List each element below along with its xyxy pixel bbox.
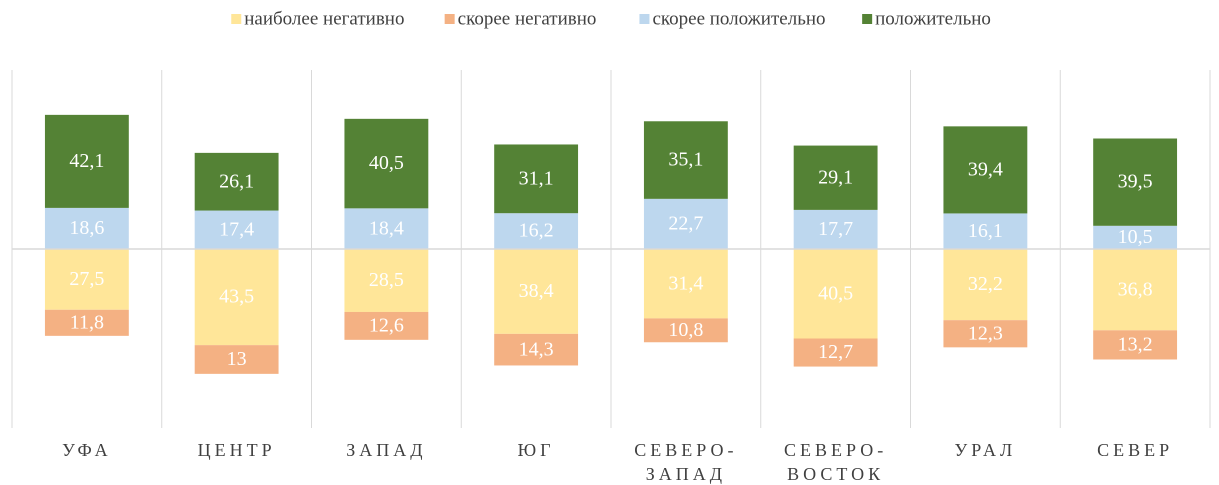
x-tick-label: УФА — [62, 440, 112, 460]
data-label: 42,1 — [69, 150, 104, 172]
legend-swatch — [231, 14, 242, 24]
x-tick-label: ЦЕНТР — [198, 440, 276, 460]
bar-segment — [44, 114, 129, 208]
bar-segment — [1093, 225, 1178, 249]
x-tick-label: УРАЛ — [955, 440, 1017, 460]
data-label: 13 — [227, 348, 247, 370]
bar-segment — [494, 249, 579, 334]
bar-segment — [793, 338, 878, 367]
bar-segment — [943, 126, 1028, 214]
data-label: 29,1 — [818, 166, 853, 188]
bar-segment — [494, 144, 579, 214]
bar-segment — [793, 209, 878, 249]
bar-segment — [643, 318, 728, 343]
bar-segment — [344, 249, 429, 312]
bar-segment — [494, 213, 579, 249]
legend-label: скорее негативно — [458, 8, 597, 29]
data-label: 18,4 — [369, 217, 404, 239]
legend-swatch — [444, 14, 455, 24]
data-label: 27,5 — [69, 268, 104, 290]
bar-segment — [344, 311, 429, 340]
x-tick-label: ЗАПАД — [346, 440, 426, 460]
bar-segment — [194, 249, 279, 346]
bar-segment — [643, 121, 728, 199]
data-label: 16,2 — [519, 220, 554, 242]
data-label: 17,7 — [818, 218, 853, 240]
bar-segment — [643, 249, 728, 319]
data-label: 10,8 — [668, 319, 703, 341]
data-label: 35,1 — [668, 149, 703, 171]
bar-segment — [494, 333, 579, 366]
legend-label: наиболее негативно — [244, 8, 404, 29]
data-label: 22,7 — [668, 213, 703, 235]
data-label: 16,1 — [968, 220, 1003, 242]
legend-label: положительно — [875, 8, 991, 29]
data-label: 10,5 — [1118, 226, 1153, 248]
data-label: 12,6 — [369, 314, 404, 336]
data-label: 31,1 — [519, 167, 554, 189]
bar-segment — [793, 145, 878, 210]
data-label: 39,4 — [968, 158, 1003, 180]
data-label: 12,7 — [818, 341, 853, 363]
bar-segment — [194, 345, 279, 374]
data-label: 31,4 — [668, 272, 703, 294]
bar-segment — [344, 118, 429, 209]
data-label: 18,6 — [69, 217, 104, 239]
bar-segment — [44, 309, 129, 336]
bar-segment — [643, 198, 728, 249]
data-label: 43,5 — [219, 286, 254, 308]
x-tick-label: СЕВЕРО-ВОСТОК — [784, 440, 887, 484]
data-label: 40,5 — [818, 282, 853, 304]
data-label: 26,1 — [219, 170, 254, 192]
bar-segment — [1093, 249, 1178, 331]
data-label: 32,2 — [968, 273, 1003, 295]
data-label: 12,3 — [968, 322, 1003, 344]
bar-segment — [943, 320, 1028, 348]
legend-swatch — [639, 14, 650, 24]
bar-segment — [344, 208, 429, 249]
data-label: 17,4 — [219, 218, 254, 240]
data-label: 11,8 — [70, 311, 104, 333]
legend-label: скорее положительно — [652, 8, 825, 29]
bar-segment — [44, 249, 129, 310]
bar-segment — [194, 210, 279, 249]
bar-segment — [44, 207, 129, 249]
data-label: 28,5 — [369, 269, 404, 291]
legend-swatch — [862, 14, 873, 24]
data-label: 36,8 — [1118, 278, 1153, 300]
x-tick-label: ЮГ — [518, 440, 555, 460]
data-label: 13,2 — [1118, 334, 1153, 356]
bar-segment — [793, 249, 878, 339]
bar-segment — [1093, 138, 1178, 226]
bar-segment — [943, 213, 1028, 249]
x-tick-label: СЕВЕРО-ЗАПАД — [634, 440, 737, 484]
bar-segment — [943, 249, 1028, 321]
data-label: 14,3 — [519, 338, 554, 360]
data-label: 40,5 — [369, 152, 404, 174]
bar-segment — [1093, 330, 1178, 360]
x-tick-label: СЕВЕР — [1097, 440, 1173, 460]
data-label: 38,4 — [519, 280, 554, 302]
bar-segment — [194, 152, 279, 211]
data-label: 39,5 — [1118, 171, 1153, 193]
